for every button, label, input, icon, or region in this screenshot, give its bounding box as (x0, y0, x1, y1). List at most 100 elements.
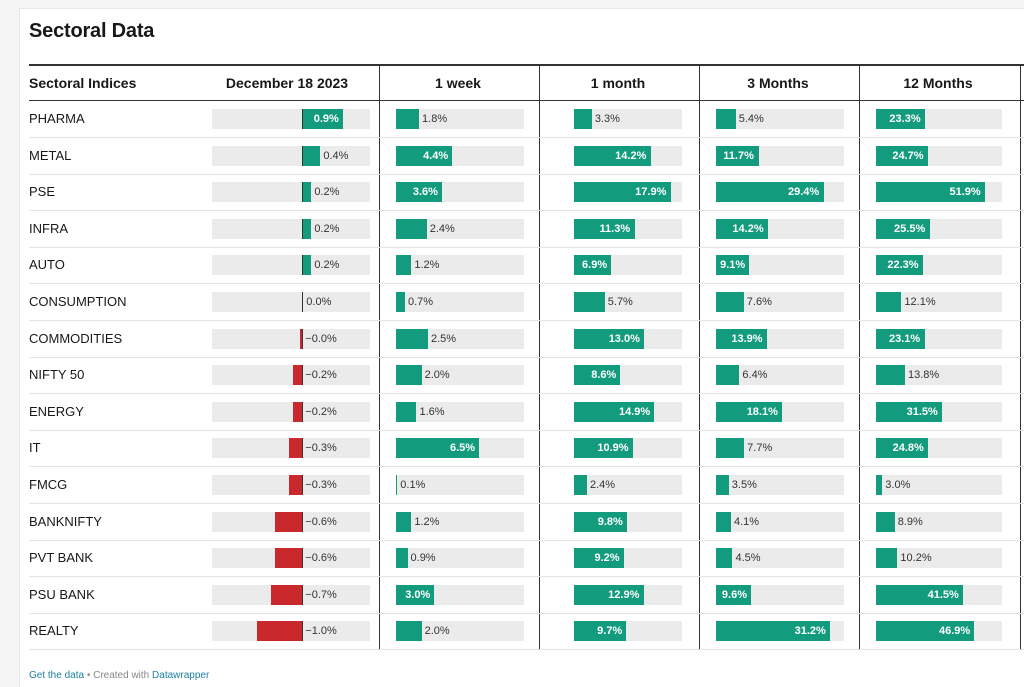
bar-m3 (716, 292, 744, 312)
value-label: 23.3% (889, 113, 921, 125)
value-label: 8.6% (591, 369, 617, 382)
value-label: −0.3% (305, 479, 337, 491)
bar-track: 2.0% (396, 621, 524, 642)
bar-m1 (574, 218, 636, 239)
get-the-data-link[interactable]: Get the data (29, 670, 85, 681)
bar-track: 0.2% (212, 218, 370, 239)
header-top-rule (29, 64, 1024, 66)
value-label: 3.3% (594, 113, 620, 125)
row-divider (29, 173, 1024, 175)
bar-m12 (876, 438, 929, 459)
value-label: 10.9% (597, 442, 629, 455)
bar-m3 (716, 401, 783, 422)
value-label: 3.5% (731, 479, 757, 491)
zero-axis (302, 292, 304, 312)
value-label: 4.4% (423, 149, 449, 162)
bar-w1 (396, 621, 422, 642)
bar-m1 (574, 475, 587, 495)
bar-track: 9.1% (716, 255, 844, 276)
bar-m1 (574, 548, 624, 569)
value-label: 6.4% (742, 369, 768, 382)
header-dec18: December 18 2023 (225, 75, 349, 91)
bar-track: 31.5% (876, 401, 1002, 422)
bar-dec18 (288, 475, 303, 495)
bar-track: 6.5% (396, 438, 524, 459)
bar-w1 (396, 109, 420, 129)
bar-m3 (716, 511, 731, 532)
bar-track: 9.8% (574, 511, 682, 532)
value-label: 9.7% (597, 625, 623, 638)
bar-track: 41.5% (876, 584, 1002, 605)
value-label: 29.4% (788, 186, 820, 199)
bar-m3 (716, 365, 740, 386)
value-label: 51.9% (949, 186, 981, 199)
zero-axis (302, 511, 304, 532)
value-label: 1.2% (414, 259, 440, 272)
column-separator (379, 66, 380, 650)
bar-track: 24.7% (876, 145, 1002, 166)
value-label: 11.7% (723, 149, 754, 162)
row-label: REALTY (29, 623, 79, 639)
bar-track: 31.2% (716, 621, 844, 642)
bar-w1 (396, 255, 412, 276)
page-title: Sectoral Data (29, 20, 155, 42)
bar-track: 23.1% (876, 328, 1002, 349)
row-label: FMCG (29, 477, 68, 492)
row-label: PSE (29, 184, 56, 200)
bar-m12 (876, 584, 964, 605)
datawrapper-link[interactable]: Datawrapper (152, 670, 210, 681)
bar-w1 (396, 475, 398, 495)
row-label: METAL (29, 147, 72, 163)
bar-m1 (574, 438, 633, 459)
bar-track: 23.3% (876, 109, 1002, 129)
value-label: 3.6% (412, 186, 438, 199)
bar-dec18 (257, 621, 303, 642)
zero-axis (302, 328, 304, 349)
value-label: 5.7% (607, 296, 633, 308)
zero-axis (302, 548, 304, 569)
bar-m1 (574, 328, 645, 349)
zero-axis (302, 182, 304, 203)
bar-track: 9.7% (574, 621, 682, 642)
bar-dec18 (302, 182, 312, 203)
value-label: −0.2% (305, 369, 337, 382)
bar-track: 1.2% (396, 511, 524, 532)
bar-m3 (716, 621, 831, 642)
header-m12: 12 Months (903, 75, 973, 91)
bar-track: 0.7% (396, 292, 524, 312)
bar-m3 (716, 328, 767, 349)
zero-axis (302, 255, 304, 276)
bar-track: 10.9% (574, 438, 682, 459)
bar-track: 8.9% (876, 511, 1002, 532)
column-separator (699, 66, 700, 650)
footer: Get the data • Created with Datawrapper (29, 670, 209, 681)
value-label: 1.6% (419, 405, 445, 418)
bar-m12 (876, 475, 883, 495)
bar-track: 9.2% (574, 548, 682, 569)
bar-track: −0.6% (212, 511, 370, 532)
bar-track: 3.0% (876, 475, 1002, 495)
bar-m1 (574, 109, 592, 129)
value-label: 13.8% (907, 369, 940, 382)
bar-w1 (396, 328, 428, 349)
column-separator (539, 66, 540, 650)
value-label: −1.0% (305, 625, 337, 638)
value-label: −0.0% (305, 332, 337, 345)
bar-track: 0.1% (396, 475, 524, 495)
bar-track: −1.0% (212, 621, 370, 642)
bar-dec18 (275, 511, 303, 532)
bar-track: 12.1% (876, 292, 1002, 312)
bar-w1 (396, 548, 408, 569)
value-label: 31.5% (906, 405, 938, 418)
header-bottom-rule (29, 100, 1024, 101)
value-label: 7.7% (747, 442, 773, 455)
bar-track: 3.0% (396, 584, 524, 605)
value-label: 0.2% (314, 186, 340, 199)
bar-track: 5.7% (574, 292, 682, 312)
table-row: INFRA 0.2% 2.4% 11.3% 14.2% 25.5% (29, 211, 1024, 248)
value-label: 4.5% (735, 552, 761, 565)
value-label: 1.8% (422, 113, 448, 125)
bar-track: 6.9% (574, 255, 682, 276)
bar-track: 8.6% (574, 365, 682, 386)
bar-track: 4.1% (716, 511, 844, 532)
